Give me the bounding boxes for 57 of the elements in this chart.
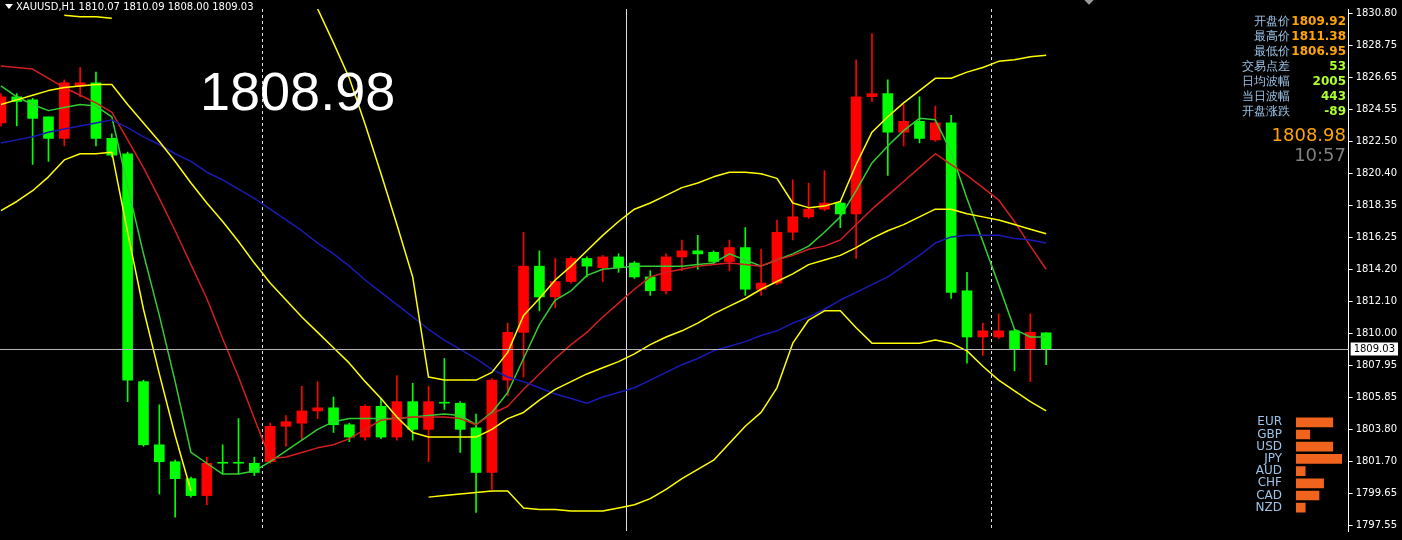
data-label: 1806.95	[1290, 44, 1346, 59]
data-label: 53	[1328, 59, 1346, 74]
y-tick-label: 1824.55	[1355, 103, 1398, 115]
category-label: 交易点差	[1241, 59, 1290, 74]
data-label: -89	[1323, 104, 1346, 119]
ref-line-label: 1809.03	[1353, 343, 1396, 355]
y-tick-label: 1810.00	[1355, 327, 1398, 339]
bar	[1296, 478, 1324, 489]
y-tick-label: 1803.80	[1355, 422, 1398, 434]
y-tick-label: 1830.80	[1355, 7, 1398, 19]
bar	[1296, 490, 1320, 501]
y-tick-label: CAD	[1256, 487, 1282, 502]
y-tick-label: 1812.10	[1355, 295, 1398, 307]
y-tick-label: 1826.65	[1355, 71, 1398, 83]
bar	[1296, 417, 1334, 428]
candlestick	[977, 322, 989, 356]
y-tick-label: NZD	[1255, 499, 1282, 514]
bar	[1296, 466, 1306, 476]
data-label: 443	[1319, 89, 1346, 104]
y-tick-label: JPY	[1263, 451, 1283, 466]
candlestick	[280, 415, 292, 447]
candlestick	[692, 235, 704, 270]
data-label: 1809.92	[1290, 14, 1346, 29]
y-tick-label: CHF	[1257, 475, 1283, 490]
y-tick-label: 1818.35	[1355, 198, 1398, 210]
category-label: 最高价	[1253, 29, 1290, 44]
y-tick-label: USD	[1256, 438, 1282, 453]
bar	[1296, 441, 1334, 452]
y-tick-label: 1799.65	[1355, 486, 1398, 498]
y-tick-label: 1797.55	[1355, 519, 1398, 531]
y-tick-label: 1805.85	[1355, 391, 1398, 403]
y-tick-label: EUR	[1257, 414, 1282, 429]
category-label: 日均波幅	[1241, 74, 1290, 89]
bar	[1296, 454, 1342, 464]
y-tick-label: 1801.70	[1355, 455, 1398, 467]
candlestick	[153, 404, 165, 495]
y-tick-label: 1807.95	[1355, 359, 1398, 371]
bar	[1296, 429, 1311, 440]
text: 1808.98	[1270, 124, 1346, 145]
data-label: 1811.38	[1290, 29, 1346, 44]
y-tick-label: AUD	[1255, 463, 1282, 478]
candlestick	[312, 381, 324, 419]
text: 10:57	[1293, 144, 1346, 165]
category-label: 当日波幅	[1241, 89, 1290, 104]
category-label: 开盘涨跌	[1241, 104, 1290, 119]
category-label: 最低价	[1253, 44, 1290, 59]
data-label: 2005	[1311, 74, 1346, 89]
y-tick-label: 1820.40	[1355, 167, 1398, 179]
y-tick-label: 1822.50	[1355, 135, 1398, 147]
category-label: 开盘价	[1253, 14, 1290, 29]
y-tick-label: 1814.20	[1355, 262, 1398, 274]
chart-title: XAUUSD,H1 1810.07 1810.09 1808.00 1809.03	[16, 0, 254, 13]
y-tick-label: 1828.75	[1355, 38, 1398, 50]
bar	[1296, 502, 1306, 513]
candlestick	[866, 33, 878, 102]
y-tick-label: GBP	[1257, 426, 1282, 441]
y-tick-label: 1816.25	[1355, 231, 1398, 243]
